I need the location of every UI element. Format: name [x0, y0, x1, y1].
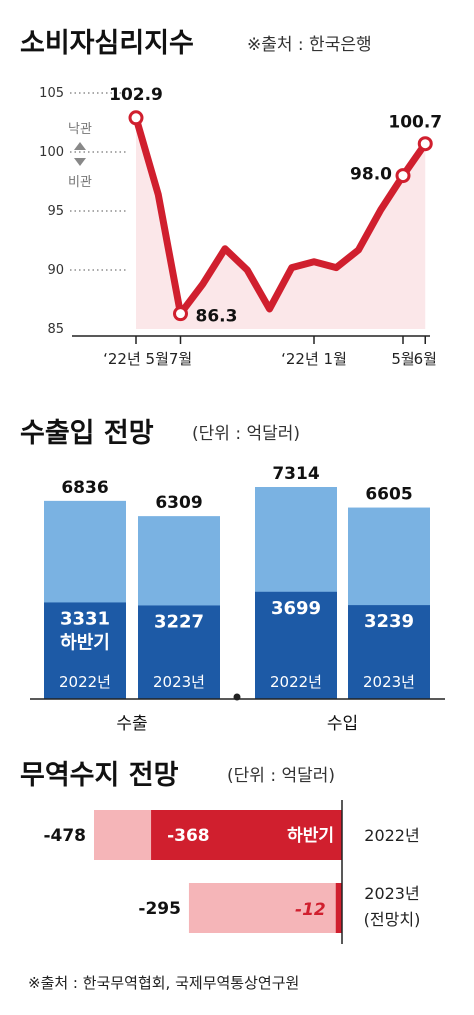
pessimism-label: 비관 [68, 175, 92, 190]
bar-year-label: 2022년 [59, 673, 111, 691]
sentiment-point-label: 102.9 [109, 85, 163, 105]
trade-outlook-title: 수출입 전망 [20, 418, 154, 449]
triangle-down-icon [74, 158, 86, 166]
half-year-bar [138, 605, 220, 699]
total-value-label: 7314 [272, 464, 319, 484]
half-year-label: 하반기 [60, 632, 110, 653]
sentiment-y-ticks: 105 100 95 90 85 [39, 86, 64, 337]
x-tick-label: 7월 [169, 350, 192, 368]
half-value-label: 3239 [364, 611, 414, 632]
balance-year-label: 2022년 [364, 826, 419, 845]
y-tick-label: 85 [47, 322, 64, 337]
total-value-label: 6605 [365, 485, 412, 505]
bar-year-label: 2023년 [153, 673, 205, 691]
balance-bars: -478 -368 하반기 2022년 -295 -12 2023년 (전망치) [43, 810, 420, 933]
balance-half-year-label: 하반기 [287, 826, 334, 846]
balance-year-label: 2023년 [364, 884, 419, 903]
bar-year-label: 2023년 [363, 673, 415, 691]
sentiment-point-label: 86.3 [196, 307, 238, 327]
bar-year-label: 2022년 [270, 673, 322, 691]
balance-half-bar [335, 883, 342, 933]
sentiment-gridlines [70, 92, 128, 271]
total-value-label: 6309 [155, 493, 202, 513]
triangle-up-icon [74, 142, 86, 150]
x-tick-label: 5월 [391, 350, 414, 368]
half-value-label: 3227 [154, 611, 204, 632]
sentiment-source: ※출처 : 한국은행 [247, 35, 372, 55]
balance-year-note: (전망치) [364, 910, 421, 929]
trade-outlook-unit: (단위 : 억달러) [192, 424, 300, 444]
sentiment-point [395, 168, 411, 184]
balance-title: 무역수지 전망 [20, 760, 179, 791]
balance-unit: (단위 : 억달러) [227, 766, 335, 786]
half-year-bar [348, 605, 430, 699]
sentiment-title: 소비자심리지수 [20, 28, 194, 59]
x-tick-label: 6월 [414, 350, 437, 368]
balance-half-bar [151, 810, 342, 860]
balance-total-bar [188, 883, 342, 933]
x-tick-label: ‘22년 5월 [103, 350, 169, 368]
sentiment-points: 102.9 86.3 98.0 100.7 [109, 85, 442, 327]
optimism-annotation: 낙관 비관 [68, 122, 92, 190]
balance-half-label: -368 [167, 826, 210, 846]
sentiment-point [173, 306, 188, 322]
sentiment-point [417, 136, 433, 152]
half-value-label: 3699 [271, 598, 321, 619]
footer-source: ※출처 : 한국무역협회, 국제무역통상연구원 [28, 974, 299, 992]
total-value-label: 6836 [61, 478, 108, 498]
sentiment-point-label: 100.7 [388, 113, 442, 133]
sentiment-point [128, 110, 144, 126]
group-label: 수출 [116, 714, 147, 734]
y-tick-label: 95 [47, 204, 64, 219]
balance-total-label: -295 [138, 899, 181, 919]
group-separator-dot [233, 693, 241, 701]
sentiment-point-label: 98.0 [350, 165, 392, 185]
half-year-bar [255, 591, 337, 699]
half-value-label: 3331 [60, 608, 110, 629]
balance-total-label: -478 [43, 826, 86, 846]
balance-half-label: -12 [295, 900, 326, 920]
y-tick-label: 105 [39, 86, 64, 101]
half-year-bar [44, 602, 126, 699]
y-tick-label: 100 [39, 145, 64, 160]
x-tick-label: ‘22년 1월 [281, 350, 347, 368]
y-tick-label: 90 [47, 263, 64, 278]
optimism-label: 낙관 [68, 122, 92, 137]
group-label: 수입 [327, 714, 358, 734]
